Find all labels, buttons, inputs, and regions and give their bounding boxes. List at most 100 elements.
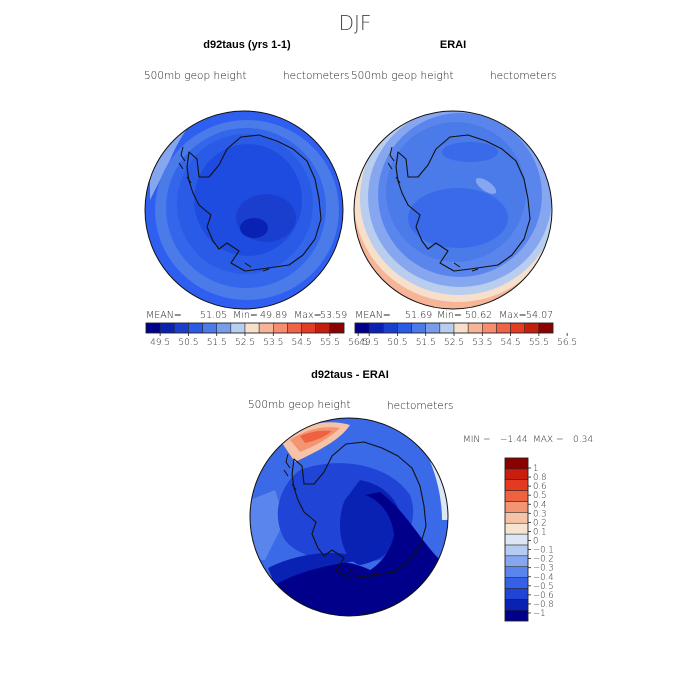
panel-2-min-label: Min=: [437, 310, 462, 321]
panel-2-units-label: hectometers: [490, 70, 556, 82]
panel-3-map-border: [249, 417, 449, 617]
colorbar-1-swatch: [258, 322, 274, 334]
colorbar-2-tick-label: 52.5: [444, 338, 464, 348]
panel-3-min-value: −1.44: [500, 435, 528, 445]
panel-3-title: d92taus - ERAI: [311, 369, 389, 381]
panel-3-max-label: MAX =: [533, 435, 564, 445]
colorbar-1-swatch: [159, 322, 175, 334]
colorbar-1-swatch: [145, 322, 161, 334]
colorbar-3-tick-label: 0.6: [533, 482, 547, 492]
colorbar-1-tick-label: 51.5: [207, 338, 227, 348]
panel-3-colorbar: 10.80.60.50.40.30.20.10−0.1−0.2−0.3−0.4−…: [504, 457, 554, 622]
panel-1-polar-map: [145, 111, 343, 309]
panel-2-field-label: 500mb geop height: [351, 70, 454, 82]
colorbar-2-tick-label: 51.5: [416, 338, 436, 348]
colorbar-3-tick-label: −0.5: [533, 582, 554, 592]
colorbar-3-swatch: [504, 522, 529, 535]
colorbar-3-swatch: [504, 457, 529, 470]
panel-3-min-label: MIN =: [463, 435, 491, 445]
colorbar-2-tick-label: 50.5: [387, 338, 407, 348]
colorbar-1-tick-label: 56.5: [348, 338, 368, 348]
colorbar-3-tick-label: 0.5: [533, 491, 547, 501]
panel-1-field-label: 500mb geop height: [144, 70, 247, 82]
colorbar-2-swatch: [354, 322, 370, 334]
colorbar-2-tick-label: 49.5: [359, 338, 379, 348]
panel-2-colorbar: 49.5 50.5 51.5 52.5 53.5 54.5 55.5 56.5: [354, 322, 577, 348]
colorbar-3-tick-label: −0.4: [533, 573, 554, 583]
colorbar-1-tick-label: 53.5: [263, 338, 283, 348]
colorbar-1-tick-label: 54.5: [292, 338, 312, 348]
colorbar-3-tick-label: −0.6: [533, 591, 554, 601]
panel-2-polar-map: [354, 111, 552, 309]
colorbar-3-swatch: [504, 512, 529, 524]
panel-1-mean-value: 51.05: [200, 310, 227, 321]
colorbar-1-swatch: [174, 322, 189, 334]
colorbar-1-tick-label: 49.5: [150, 338, 170, 348]
colorbar-3-swatch: [504, 479, 529, 491]
panel-1-map-border: [144, 110, 344, 310]
colorbar-2-tick-label: 54.5: [501, 338, 521, 348]
colorbar-3-tick-label: 0.1: [533, 527, 547, 537]
colorbar-2-swatch: [524, 322, 540, 334]
colorbar-2-swatch: [368, 322, 384, 334]
colorbar-2-swatch: [538, 322, 554, 334]
colorbar-1-swatch: [315, 322, 331, 334]
panel-1-stats: MEAN= 51.05 Min= 49.89 Max= 53.59: [146, 310, 347, 321]
colorbar-1-tick-label: 52.5: [235, 338, 255, 348]
colorbar-3-tick-label: −0.8: [533, 600, 554, 610]
colorbar-1-swatch: [329, 322, 345, 334]
colorbar-2-swatch: [411, 322, 426, 334]
colorbar-3-swatch: [504, 599, 529, 611]
panel-3-units-label: hectometers: [387, 400, 453, 412]
panel-1-title: d92taus (yrs 1-1): [203, 39, 291, 51]
colorbar-2-swatch: [397, 322, 412, 334]
page-title: DJF: [339, 11, 372, 35]
colorbar-3-swatch: [504, 555, 529, 567]
panel-1-units-label: hectometers: [283, 70, 349, 82]
colorbar-3-frame: [504, 457, 529, 622]
colorbar-2-swatch: [496, 322, 511, 334]
colorbar-1-swatch: [230, 322, 246, 334]
panel-2-mean-label: MEAN=: [355, 310, 391, 321]
colorbar-3-swatch: [504, 577, 529, 589]
colorbar-1-swatch: [244, 322, 260, 334]
panel-1-min-value: 49.89: [260, 310, 287, 321]
colorbar-3-tick-label: −0.1: [533, 546, 554, 556]
colorbar-2-swatch: [439, 322, 455, 334]
panel-1-max-label: Max=: [294, 310, 322, 321]
panel-1-min-label: Min=: [233, 310, 258, 321]
colorbar-2-tick-label: 55.5: [529, 338, 549, 348]
colorbar-1-swatch: [216, 322, 232, 334]
panel-2-stats: MEAN= 51.69 Min= 50.62 Max= 54.07: [355, 310, 553, 321]
colorbar-3-tick-label: 0.2: [533, 518, 547, 528]
colorbar-3-tick-label: 0: [533, 537, 538, 547]
panel-1-max-value: 53.59: [320, 310, 347, 321]
panel-2-min-value: 50.62: [465, 310, 492, 321]
colorbar-3-swatch: [504, 490, 529, 502]
colorbar-3-tick-label: −0.3: [533, 564, 554, 574]
colorbar-1-swatch: [273, 322, 288, 334]
colorbar-2-tick-label: 53.5: [472, 338, 492, 348]
panel-1-colorbar: 49.5 50.5 51.5 52.5 53.5 54.5 55.5 56.5: [145, 322, 368, 348]
colorbar-1-tick-label: 50.5: [178, 338, 198, 348]
panel-2-map-border: [353, 110, 553, 310]
panel-3-stats: MIN = −1.44 MAX = 0.34: [463, 435, 593, 445]
colorbar-3-tick-label: −0.2: [533, 555, 554, 565]
colorbar-3-tick-label: −1: [533, 609, 546, 619]
colorbar-3-tick-label: 0.8: [533, 473, 547, 483]
colorbar-2-swatch: [510, 322, 525, 334]
panel-2-mean-value: 51.69: [405, 310, 432, 321]
panel-1-mean-label: MEAN=: [146, 310, 182, 321]
colorbar-1-swatch: [287, 322, 302, 334]
colorbar-2-tick-label: 56.5: [557, 338, 577, 348]
panel-2-title: ERAI: [440, 39, 466, 51]
colorbar-3-swatch: [504, 566, 529, 578]
colorbar-2-swatch: [383, 322, 398, 334]
panel-2-max-label: Max=: [499, 310, 527, 321]
panel-3-field-label: 500mb geop height: [248, 399, 351, 411]
colorbar-3-tick-label: 0.4: [533, 500, 547, 510]
colorbar-3-swatch: [504, 468, 529, 480]
panel-3-max-value: 0.34: [573, 435, 593, 445]
